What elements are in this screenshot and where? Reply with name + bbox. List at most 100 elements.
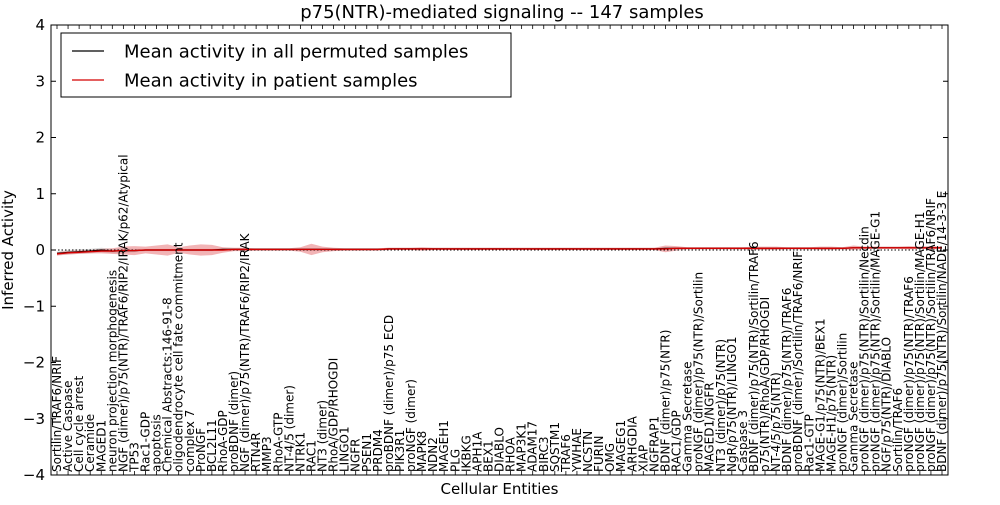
x-tick-label: ProNGF (194, 428, 208, 472)
x-tick-label: NTRK1 (293, 432, 307, 472)
y-tick-label: 3 (35, 72, 45, 90)
x-tick-label: proNGF (dimer)/p75(NTR)/Sortilin/MAGE-H1 (913, 212, 927, 472)
x-tick-label: NGF (dimer)/p75(NTR)/TRAF6/RIP2/IRAK/p62… (116, 154, 130, 472)
x-tick-label: proNGF (dimer)/Sortilin (835, 333, 849, 472)
x-tick-label: proBDNF (dimer) (227, 371, 241, 472)
x-tick-label: NT3 (dimer) (316, 400, 330, 472)
x-tick-label: Sortilin/TRAF6 (891, 388, 905, 472)
x-tick-label: p75(NTR)/RhoA/GDP/RHOGDI (758, 297, 772, 472)
x-tick-label: NT3 (dimer)/p75(NTR) (714, 339, 728, 472)
x-tick-label: Rac1-GDP (139, 412, 153, 472)
x-tick-label: MAPK8 (415, 431, 429, 472)
x-tick-label: Gamma Secretase (847, 361, 861, 472)
x-tick-label: MAGED1 (94, 420, 108, 472)
x-tick-label: BDNF (dimer)/p75(NTR)/Sortilin/NADE/14-3… (935, 191, 949, 472)
x-tick-label: proNGF (dimer)/p75(NTR)/Sortilin (692, 272, 706, 472)
y-axis-ticks: −4 −3 −2 −1 0 1 2 3 4 (23, 16, 948, 484)
x-tick-label: complex 7 (183, 410, 197, 472)
x-tick-label: APH1A (470, 431, 484, 472)
x-tick-label: oligodendrocyte cell fate commitment (172, 242, 186, 472)
chart-title: p75(NTR)-mediated signaling -- 147 sampl… (300, 2, 704, 23)
x-tick-label: proNGF (dimer)/p75(NTR)/Sortilin/Necdin (858, 226, 872, 472)
x-tick-label: XIAP (636, 445, 650, 472)
x-tick-label: NGFR (349, 438, 363, 472)
x-tick-label: FURIN (592, 435, 606, 472)
x-axis-label: Cellular Entities (441, 480, 559, 498)
x-tick-label: PIK3R1 (393, 430, 407, 472)
x-tick-label: proNGF (dimer)/p75(NTR)/TRAF6 (902, 276, 916, 472)
y-tick-label: 2 (35, 129, 45, 147)
x-tick-label: BEX1 (481, 440, 495, 472)
y-tick-label: −4 (23, 466, 45, 484)
x-tick-label: ADAM17 (526, 421, 540, 472)
x-tick-label: TP53 (127, 442, 141, 473)
x-tick-label: NCSTN (581, 431, 595, 472)
x-tick-label: Sortilin/TRAF6/NRIF (50, 356, 64, 472)
x-tick-label: MAGE-H1/p75(NTR) (824, 355, 838, 472)
y-tick-label: −1 (23, 297, 45, 315)
x-tick-label: PSEN1 (360, 433, 374, 472)
x-tick-label: BIRC3 (537, 436, 551, 472)
x-tick-label: proBDNF (dimer)/Sortilin/TRAF6/NRIF (791, 251, 805, 472)
x-tick-label: NT-4/5/p75(NTR) (769, 372, 783, 472)
y-tick-label: 4 (35, 16, 45, 34)
x-tick-label: TRAF6 (559, 434, 573, 473)
y-tick-label: 1 (35, 185, 45, 203)
x-tick-label: RAC1 (304, 440, 318, 472)
legend-label-patient: Mean activity in patient samples (124, 71, 418, 92)
x-tick-label: RhoA-GDP (216, 410, 230, 472)
x-tick-label: Chemical Abstracts:146-91-8 (161, 297, 175, 472)
x-tick-label: BDNF (dimer)/p75(NTR)/TRAF6 (780, 288, 794, 472)
x-tick-label: MAGED1/NGFR (703, 382, 717, 472)
x-tick-label: RAC1/GDP (670, 410, 684, 472)
x-tick-label: BCL2L11 (205, 419, 219, 472)
y-tick-label: 0 (35, 241, 45, 259)
x-tick-label: NDN2 (426, 437, 440, 472)
series-line-patient (56, 247, 942, 255)
x-tick-label: BDNF (dimer)/p75(NTR)/Sortilin/TRAF6 (747, 241, 761, 472)
legend-box (60, 32, 512, 98)
plot-area-frame (50, 24, 949, 476)
x-tick-label: MAP3K1 (515, 423, 529, 472)
x-tick-label: SQSTM1 (548, 422, 562, 472)
x-tick-label: PLG (448, 449, 462, 472)
x-tick-label: RhoA/GDP/RHOGDI (327, 358, 341, 472)
y-tick-label: −3 (23, 410, 45, 428)
x-tick-label: RTN4R (249, 432, 263, 472)
x-tick-label: proNGF (dimer) (404, 379, 418, 472)
x-tick-label: proNGF (dimer)/p75(NTR)/Sortilin/TRAF6/N… (924, 198, 938, 472)
x-tick-label: Caspase 3 (736, 410, 750, 472)
x-tick-label: RHOA (504, 436, 518, 472)
legend: Mean activity in all permuted samples Me… (60, 32, 512, 98)
x-tick-label: YWHAE (570, 428, 584, 473)
x-tick-label: Ceramide (83, 414, 97, 472)
x-tick-label: MAGEH1 (437, 420, 451, 472)
legend-label-permuted: Mean activity in all permuted samples (124, 42, 468, 63)
x-tick-label: DIABLO (493, 427, 507, 472)
y-tick-label: −2 (23, 354, 45, 372)
x-tick-label: Active Caspase (61, 380, 75, 472)
x-tick-label: Cell cycle arrest (72, 376, 86, 472)
x-axis-ticks (56, 25, 943, 475)
x-tick-label: LINGO1 (338, 426, 352, 472)
x-tick-label: proBDNF (dimer)/p75 ECD (382, 315, 396, 472)
x-tick-label: MAGE-G1/p75(NTR)/BEX1 (813, 318, 827, 472)
x-tick-label: MMP3 (260, 436, 274, 472)
x-tick-label: proNGF (dimer)/p75(NTR)/Sortilin/MAGE-G1 (869, 211, 883, 472)
x-tick-label: apoptosis (150, 414, 164, 472)
x-tick-label: NGFRAP1 (647, 416, 661, 472)
x-tick-label: MAGEG1 (614, 420, 628, 472)
y-axis-label: Inferred Activity (0, 190, 17, 310)
x-tick-label: neuron projection morphogenesis (105, 270, 119, 472)
x-tick-label: PRDM4 (371, 429, 385, 472)
x-tick-label: OMG (603, 443, 617, 472)
x-tick-label: NT-4/5 (dimer) (282, 385, 296, 472)
x-tick-label: Rac1-GTP (802, 414, 816, 472)
x-tick-label: BDNF (dimer)/p75(NTR) (658, 330, 672, 472)
x-tick-label: ARHGDIA (625, 415, 639, 472)
x-tick-label: RhoA-GTP (271, 413, 285, 472)
x-tick-label: Gamma Secretase (681, 361, 695, 472)
